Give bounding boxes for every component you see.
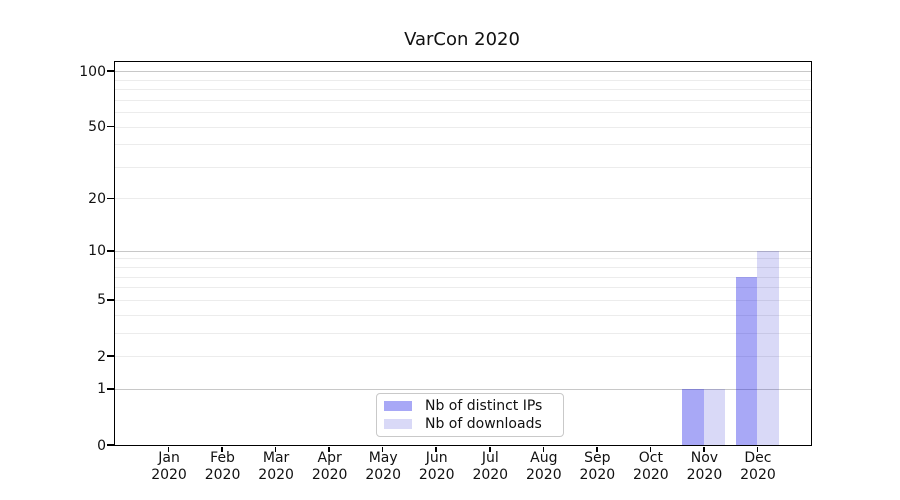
gridline-minor [115,267,811,269]
gridline-minor [115,79,811,81]
x-axis-tick-mark [596,446,598,452]
gridline-major [115,388,811,390]
legend: Nb of distinct IPs Nb of downloads [376,393,564,437]
y-axis-tick-mark [106,125,114,128]
legend-swatch-downloads [384,418,412,429]
plot-area [106,61,812,452]
gridline-minor [115,258,811,260]
legend-label-distinct-ips: Nb of distinct IPs [425,398,543,415]
gridline-major [115,71,811,73]
gridline-major [115,250,811,252]
bar-downloads [757,250,779,445]
gridline-minor [115,126,811,128]
y-axis-tick-label: 20 [88,190,106,207]
gridline-minor [115,166,811,168]
x-axis-tick-mark [756,446,759,452]
bar-downloads [703,388,726,445]
x-axis-tick-label: May 2020 [365,450,401,483]
gridline-minor [115,144,811,146]
gridline-minor [115,299,811,301]
y-axis-tick-label: 5 [97,292,106,309]
x-axis-tick-mark [703,446,705,452]
x-axis-tick-label: Sep 2020 [579,450,616,483]
x-axis-tick-label: Aug 2020 [525,450,562,483]
x-axis-tick-label: Apr 2020 [311,450,348,483]
x-axis-tick-mark [274,446,277,452]
x-axis-tick-mark [542,446,545,452]
y-axis-tick-label: 2 [97,348,106,365]
y-axis-tick-mark [106,444,114,446]
x-axis-tick-label: Nov 2020 [686,450,723,483]
y-axis-tick-label: 10 [88,243,106,260]
gridline-minor [115,112,811,114]
legend-swatch-distinct-ips [384,401,412,412]
y-axis-tick-mark [106,299,114,301]
x-axis-tick-mark [649,446,652,452]
y-axis-tick-mark [106,70,114,72]
gridline-minor [115,356,811,357]
x-axis-tick-mark [381,446,384,452]
x-axis-tick-mark [221,446,223,452]
y-axis-tick-label: 0 [97,437,106,454]
gridline-minor [115,89,811,91]
y-axis-tick-label: 1 [97,381,106,398]
y-axis-tick-mark [106,388,114,390]
gridline-minor [115,99,811,101]
x-axis-tick-label: Mar 2020 [258,450,294,483]
bar-distinct-ips [735,276,758,445]
x-axis-tick-label: Dec 2020 [740,450,776,483]
x-axis-tick-label: Jun 2020 [418,450,455,483]
y-axis-tick-mark [106,250,114,252]
gridline-minor [115,332,811,334]
y-axis-tick-mark [106,197,114,200]
y-axis-tick-label: 50 [88,119,106,136]
legend-item-downloads: Nb of downloads [384,416,556,432]
chart-title: VarCon 2020 [404,29,520,50]
legend-item-distinct-ips: Nb of distinct IPs [384,398,556,414]
y-axis-tick-mark [106,355,114,357]
legend-label-downloads: Nb of downloads [425,415,542,432]
bar-distinct-ips [682,388,704,445]
x-axis-tick-label: Feb 2020 [204,450,241,483]
x-axis-tick-label: Oct 2020 [633,450,669,483]
gridline-minor [115,287,811,289]
gridline-minor [115,314,811,316]
x-axis-tick-mark [435,446,437,452]
x-axis-tick-label: Jan 2020 [151,450,187,483]
x-axis-tick-label: Jul 2020 [472,450,509,483]
x-axis-tick-mark [167,446,170,452]
x-axis-tick-mark [489,446,491,452]
x-axis-tick-mark [328,446,330,452]
y-axis-tick-label: 100 [79,63,106,80]
gridline-minor [115,198,811,200]
gridline-minor [115,276,811,278]
